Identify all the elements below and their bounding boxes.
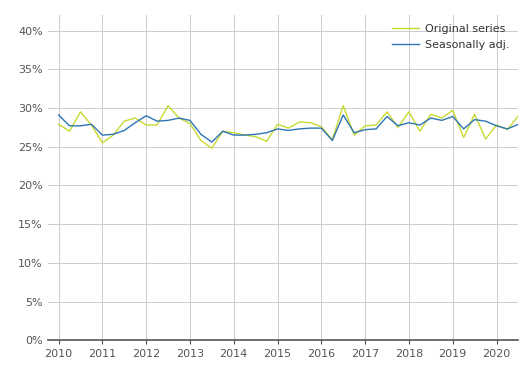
Original series [275, 122, 281, 127]
Original series [318, 124, 324, 129]
Original series [373, 123, 379, 127]
Seasonally adj. [461, 127, 467, 131]
Original series [494, 123, 500, 127]
Seasonally adj. [471, 117, 478, 122]
Seasonally adj. [242, 133, 248, 137]
Seasonally adj. [307, 126, 314, 130]
Original series [296, 120, 303, 124]
Original series [242, 133, 248, 137]
Original series [77, 110, 84, 114]
Original series [329, 138, 335, 142]
Seasonally adj. [417, 123, 423, 127]
Line: Seasonally adj.: Seasonally adj. [59, 115, 529, 142]
Original series [395, 125, 401, 130]
Original series [208, 146, 215, 150]
Seasonally adj. [318, 126, 324, 130]
Original series [285, 126, 291, 130]
Seasonally adj. [252, 132, 259, 136]
Original series [220, 129, 226, 133]
Seasonally adj. [99, 133, 105, 137]
Original series [66, 129, 72, 133]
Seasonally adj. [340, 113, 346, 117]
Original series [362, 124, 368, 128]
Seasonally adj. [220, 129, 226, 133]
Original series [154, 123, 160, 127]
Seasonally adj. [208, 140, 215, 144]
Seasonally adj. [231, 133, 237, 137]
Seasonally adj. [88, 122, 95, 127]
Original series [165, 104, 171, 108]
Original series [56, 122, 62, 127]
Original series [504, 127, 510, 132]
Original series [461, 135, 467, 140]
Legend: Original series, Seasonally adj.: Original series, Seasonally adj. [388, 21, 513, 53]
Seasonally adj. [395, 124, 401, 128]
Seasonally adj. [439, 118, 445, 122]
Original series [427, 112, 434, 116]
Seasonally adj. [176, 116, 182, 120]
Original series [384, 110, 390, 114]
Original series [482, 137, 489, 141]
Original series [526, 131, 529, 136]
Original series [263, 139, 270, 144]
Original series [340, 104, 346, 108]
Seasonally adj. [110, 132, 116, 136]
Seasonally adj. [263, 130, 270, 135]
Seasonally adj. [56, 113, 62, 117]
Original series [88, 123, 95, 127]
Seasonally adj. [482, 119, 489, 124]
Seasonally adj. [275, 127, 281, 131]
Original series [132, 116, 139, 120]
Original series [110, 133, 116, 137]
Seasonally adj. [165, 118, 171, 122]
Original series [121, 119, 127, 124]
Original series [471, 112, 478, 116]
Original series [198, 138, 204, 143]
Seasonally adj. [450, 114, 456, 119]
Original series [439, 116, 445, 120]
Original series [187, 121, 193, 126]
Original series [450, 108, 456, 113]
Seasonally adj. [526, 121, 529, 126]
Seasonally adj. [285, 128, 291, 133]
Original series [252, 134, 259, 139]
Seasonally adj. [329, 138, 335, 143]
Seasonally adj. [132, 121, 139, 125]
Original series [351, 133, 358, 137]
Seasonally adj. [154, 119, 160, 124]
Original series [406, 110, 412, 114]
Seasonally adj. [121, 128, 127, 133]
Original series [143, 123, 149, 127]
Seasonally adj. [351, 130, 358, 135]
Seasonally adj. [373, 127, 379, 131]
Original series [99, 141, 105, 145]
Seasonally adj. [66, 124, 72, 128]
Seasonally adj. [504, 127, 510, 131]
Seasonally adj. [187, 118, 193, 122]
Original series [417, 129, 423, 133]
Seasonally adj. [77, 124, 84, 128]
Seasonally adj. [198, 132, 204, 136]
Seasonally adj. [406, 121, 412, 125]
Original series [231, 130, 237, 135]
Seasonally adj. [384, 114, 390, 119]
Original series [515, 113, 522, 118]
Seasonally adj. [494, 124, 500, 128]
Seasonally adj. [515, 122, 522, 127]
Original series [176, 116, 182, 120]
Line: Original series: Original series [59, 106, 529, 148]
Seasonally adj. [296, 127, 303, 131]
Seasonally adj. [143, 113, 149, 118]
Seasonally adj. [427, 116, 434, 120]
Original series [307, 121, 314, 125]
Seasonally adj. [362, 127, 368, 132]
